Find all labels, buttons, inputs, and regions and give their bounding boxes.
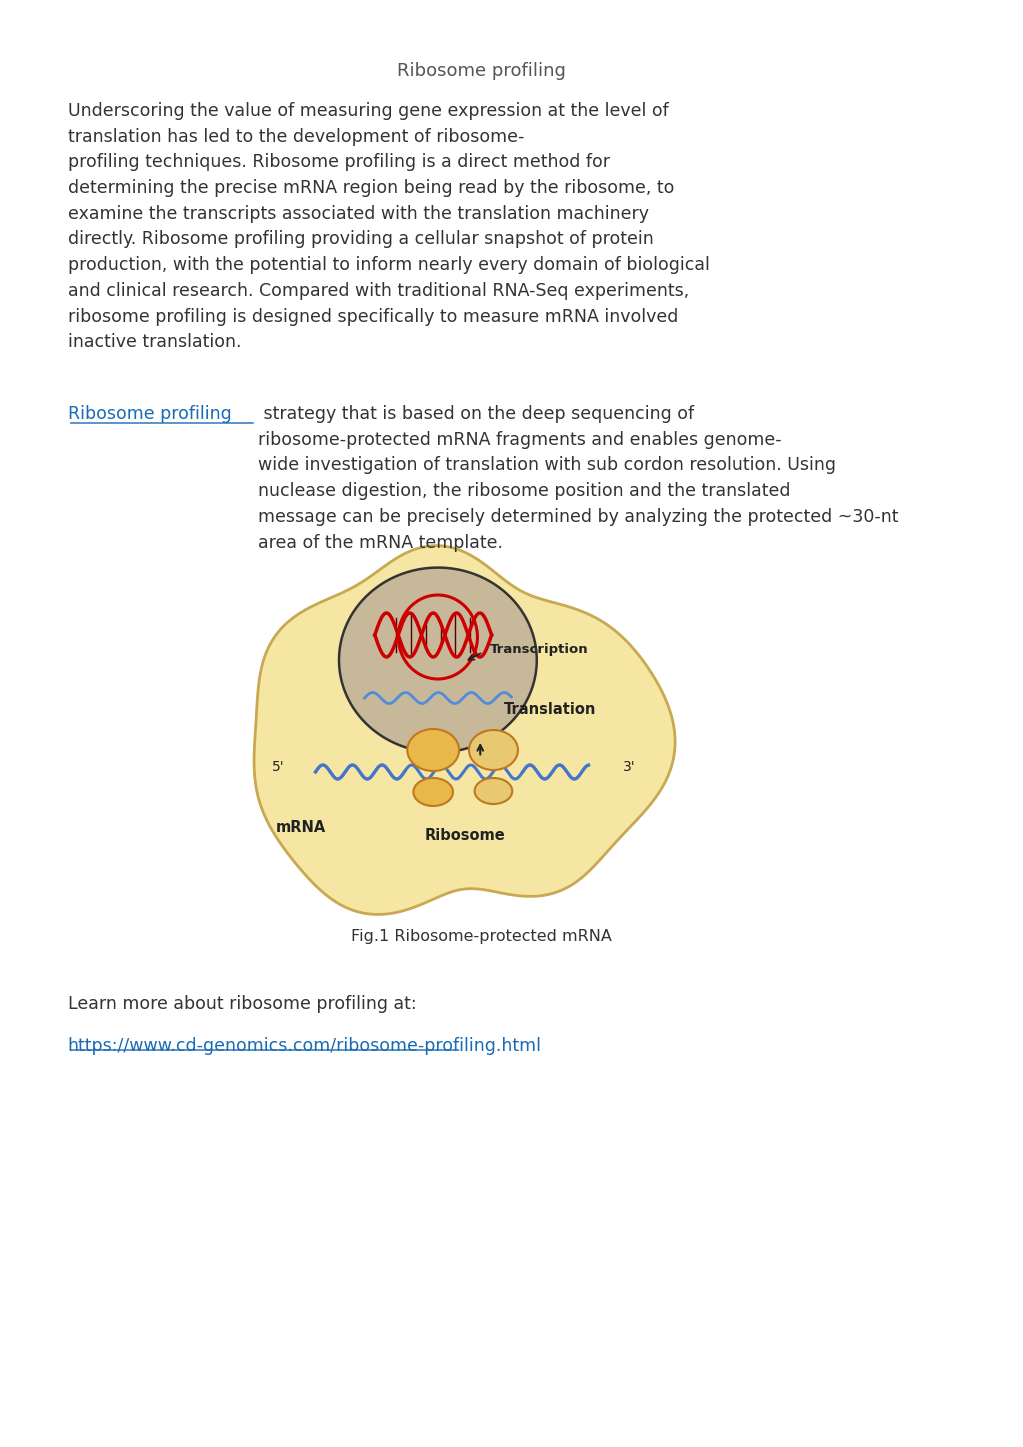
Ellipse shape	[407, 729, 459, 771]
Text: https://www.cd-genomics.com/ribosome-profiling.html: https://www.cd-genomics.com/ribosome-pro…	[68, 1037, 542, 1055]
Text: Ribosome profiling: Ribosome profiling	[68, 405, 231, 423]
Text: mRNA: mRNA	[276, 820, 326, 835]
Text: 5': 5'	[272, 760, 284, 774]
Ellipse shape	[469, 729, 518, 770]
Text: strategy that is based on the deep sequencing of
ribosome-protected mRNA fragmen: strategy that is based on the deep seque…	[258, 405, 898, 551]
Text: Translation: Translation	[503, 702, 596, 718]
Text: Underscoring the value of measuring gene expression at the level of
translation : Underscoring the value of measuring gene…	[68, 101, 710, 352]
Text: Ribosome: Ribosome	[425, 828, 505, 844]
Text: Fig.1 Ribosome-protected mRNA: Fig.1 Ribosome-protected mRNA	[351, 929, 612, 943]
Text: Learn more about ribosome profiling at:: Learn more about ribosome profiling at:	[68, 996, 416, 1013]
Text: Ribosome profiling: Ribosome profiling	[397, 62, 566, 80]
Ellipse shape	[475, 778, 513, 805]
Ellipse shape	[413, 778, 453, 806]
Polygon shape	[254, 546, 675, 915]
Text: Transcription: Transcription	[490, 644, 588, 657]
Polygon shape	[339, 567, 537, 752]
Text: 3': 3'	[623, 760, 636, 774]
